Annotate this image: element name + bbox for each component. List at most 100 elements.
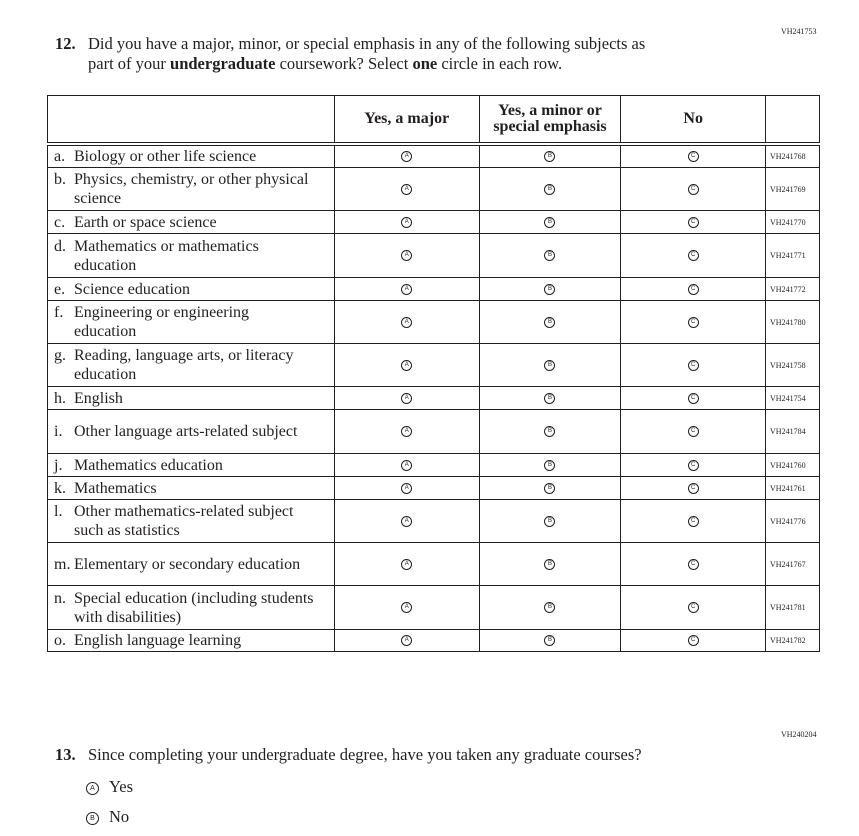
radio-bubble-icon[interactable]: A	[86, 781, 99, 795]
radio-bubble-icon[interactable]: A	[401, 459, 413, 471]
row-letter: e.	[54, 280, 66, 298]
radio-bubble-icon[interactable]: B	[544, 558, 556, 570]
radio-bubble-icon[interactable]: C	[687, 359, 699, 371]
row-code: VH241761	[765, 476, 820, 500]
row-text: English language learning	[74, 632, 242, 649]
question-code: VH240204	[781, 730, 817, 739]
cell-minor: B	[478, 300, 622, 344]
cell-no: C	[620, 300, 767, 344]
cell-minor: B	[478, 386, 622, 410]
cell-no: C	[620, 277, 767, 301]
row-letter: n.	[54, 589, 66, 607]
cell-major: A	[333, 386, 480, 410]
radio-bubble-icon[interactable]: A	[401, 316, 413, 328]
radio-bubble-icon[interactable]: B	[544, 283, 556, 295]
question-text: Since completing your undergraduate degr…	[88, 745, 642, 764]
radio-bubble-icon[interactable]: A	[401, 635, 413, 647]
row-label: k. Mathematics	[47, 476, 335, 500]
cell-no: C	[620, 585, 767, 630]
radio-bubble-icon[interactable]: A	[401, 515, 413, 527]
cell-no: C	[620, 409, 767, 454]
radio-bubble-icon[interactable]: C	[687, 426, 699, 438]
cell-minor: B	[478, 629, 622, 652]
radio-bubble-icon[interactable]: B	[544, 359, 556, 371]
radio-bubble-icon[interactable]: C	[687, 216, 699, 228]
radio-bubble-icon[interactable]: B	[544, 250, 556, 262]
radio-bubble-icon[interactable]: A	[401, 283, 413, 295]
cell-no: C	[620, 143, 767, 168]
option-yes[interactable]: A Yes	[86, 777, 133, 797]
emphasis-text: undergraduate	[170, 54, 276, 73]
radio-bubble-icon[interactable]: A	[401, 250, 413, 262]
row-code: VH241770	[765, 210, 820, 234]
radio-bubble-icon[interactable]: C	[687, 283, 699, 295]
row-letter: o.	[54, 632, 66, 649]
cell-major: A	[333, 143, 480, 168]
radio-bubble-icon[interactable]: A	[401, 151, 413, 163]
radio-bubble-icon[interactable]: C	[687, 151, 699, 163]
radio-bubble-icon[interactable]: A	[401, 216, 413, 228]
radio-bubble-icon[interactable]: C	[687, 316, 699, 328]
row-code: VH241780	[765, 300, 820, 344]
cell-minor: B	[478, 210, 622, 234]
row-text: Physics, chemistry, or other physical sc…	[74, 171, 309, 207]
cell-minor: B	[478, 409, 622, 454]
radio-bubble-icon[interactable]: C	[687, 250, 699, 262]
cell-major: A	[333, 409, 480, 454]
table-row: m. Elementary or secondary education A B C VH…	[47, 542, 820, 586]
radio-bubble-icon[interactable]: B	[544, 635, 556, 647]
radio-bubble-icon[interactable]: A	[401, 482, 413, 494]
radio-bubble-icon[interactable]: B	[86, 811, 99, 825]
radio-bubble-icon[interactable]: C	[687, 392, 699, 404]
radio-bubble-icon[interactable]: C	[687, 515, 699, 527]
row-label: d. Mathematics or mathematics education	[47, 233, 335, 278]
header-code	[765, 95, 820, 146]
radio-bubble-icon[interactable]: A	[401, 183, 413, 195]
radio-bubble-icon[interactable]: B	[544, 426, 556, 438]
radio-bubble-icon[interactable]: A	[401, 426, 413, 438]
table-row: b. Physics, chemistry, or other physical …	[47, 167, 820, 211]
row-text: Other language arts-related subject	[74, 423, 298, 440]
radio-bubble-icon[interactable]: B	[544, 183, 556, 195]
radio-bubble-icon[interactable]: C	[687, 635, 699, 647]
question-number: 13.	[55, 745, 76, 764]
radio-bubble-icon[interactable]: C	[687, 482, 699, 494]
question-text-part: circle in each row.	[437, 54, 563, 73]
cell-minor: B	[478, 277, 622, 301]
radio-bubble-icon[interactable]: A	[401, 392, 413, 404]
row-label: n. Special education (including students …	[47, 585, 335, 630]
cell-major: A	[333, 499, 480, 543]
row-code: VH241772	[765, 277, 820, 301]
radio-bubble-icon[interactable]: B	[544, 515, 556, 527]
radio-bubble-icon[interactable]: A	[401, 558, 413, 570]
row-text: Mathematics	[74, 479, 157, 497]
radio-bubble-icon[interactable]: C	[687, 183, 699, 195]
row-letter: j.	[54, 456, 63, 474]
option-no[interactable]: B No	[86, 807, 129, 827]
radio-bubble-icon[interactable]: B	[544, 482, 556, 494]
radio-bubble-icon[interactable]: B	[544, 216, 556, 228]
radio-bubble-icon[interactable]: A	[401, 602, 413, 614]
option-label: Yes	[109, 777, 134, 796]
radio-bubble-icon[interactable]: B	[544, 151, 556, 163]
radio-bubble-icon[interactable]: B	[544, 602, 556, 614]
question-text: Did you have a major, minor, or special …	[88, 34, 645, 74]
radio-bubble-icon[interactable]: B	[544, 459, 556, 471]
table-row: f. Engineering or engineering education A B…	[47, 300, 820, 344]
radio-bubble-icon[interactable]: C	[687, 558, 699, 570]
row-label: i. Other language arts-related subject	[47, 409, 335, 454]
radio-bubble-icon[interactable]: B	[544, 316, 556, 328]
row-code: VH241760	[765, 453, 820, 477]
radio-bubble-icon[interactable]: B	[544, 392, 556, 404]
option-label: No	[109, 807, 130, 826]
radio-bubble-icon[interactable]: C	[687, 459, 699, 471]
radio-bubble-icon[interactable]: C	[687, 602, 699, 614]
radio-bubble-icon[interactable]: A	[401, 359, 413, 371]
cell-minor: B	[478, 499, 622, 543]
cell-minor: B	[478, 343, 622, 387]
question-code: VH241753	[781, 27, 817, 36]
table-row: l. Other mathematics-related subject such…	[47, 499, 820, 543]
row-label: b. Physics, chemistry, or other physical …	[47, 167, 335, 211]
row-text: Reading, language arts, or literacy educ…	[74, 347, 294, 383]
question-number: 12.	[55, 34, 76, 53]
